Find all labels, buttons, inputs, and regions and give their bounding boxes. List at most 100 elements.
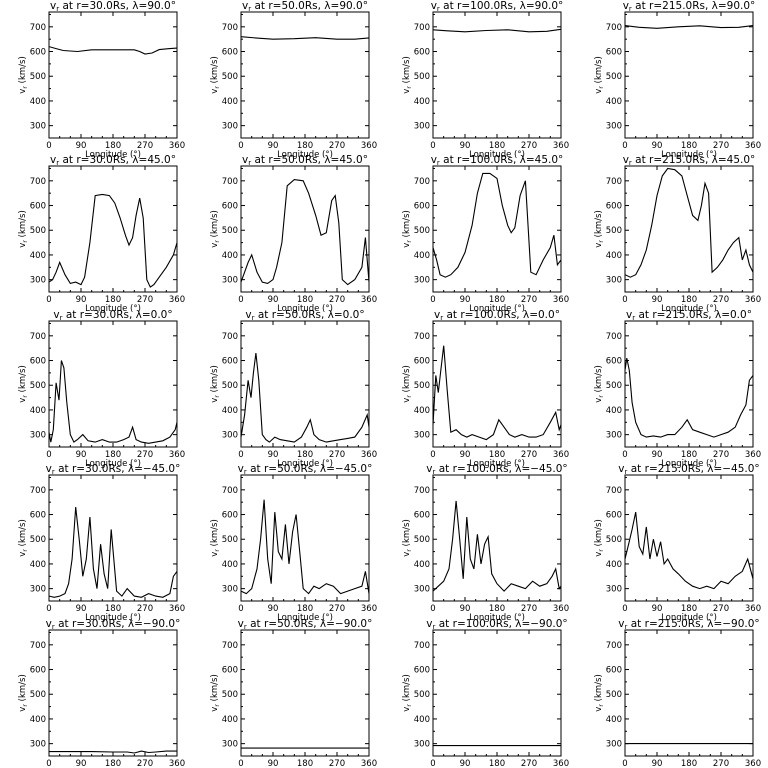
panel-title: vr at r=50.0Rs, λ=90.0°	[242, 0, 368, 13]
panel-title: vr at r=215.0Rs, λ=90.0°	[623, 0, 756, 13]
plot-frame	[48, 320, 178, 448]
x-tick-label: 0	[46, 759, 51, 768]
x-tick-label: 180	[105, 604, 121, 614]
x-tick-label: 90	[460, 295, 471, 305]
y-tick-label: 400	[414, 251, 430, 261]
x-tick-label: 270	[521, 759, 537, 768]
x-tick-label: 360	[169, 759, 185, 768]
panel-19: vr at r=100.0Rs, λ=−90.0° 0 90 180 270 360 300…	[402, 618, 569, 768]
panel-18: vr at r=50.0Rs, λ=−90.0° 0 90 180 270 360 300 4…	[210, 618, 377, 768]
y-tick-label: 300	[414, 740, 430, 750]
x-tick-label: 90	[268, 604, 279, 614]
plot-frame	[624, 11, 754, 139]
plot-frame	[48, 165, 178, 293]
x-tick-label: 180	[489, 141, 505, 151]
x-tick-label: 90	[460, 604, 471, 614]
panel-7: vr at r=100.0Rs, λ=45.0° 0 90 180 270 360 300 4…	[402, 154, 569, 314]
plot-frame	[432, 629, 562, 757]
x-tick-label: 180	[105, 759, 121, 768]
y-axis-label: vr (km/s)	[18, 365, 29, 403]
series-line	[625, 25, 753, 29]
y-tick-label: 400	[414, 406, 430, 416]
y-tick-label: 700	[606, 177, 622, 187]
x-tick-label: 0	[46, 450, 51, 460]
x-tick-label: 360	[361, 450, 377, 460]
y-tick-label: 300	[30, 585, 46, 595]
y-tick-label: 700	[30, 486, 46, 496]
panel-title: vr at r=215.0Rs, λ=−90.0°	[618, 618, 759, 631]
y-tick-label: 700	[414, 641, 430, 651]
plot-frame	[240, 11, 370, 139]
x-axis-label: Longitude (°)	[277, 613, 333, 623]
y-tick-label: 500	[30, 226, 46, 236]
y-tick-label: 400	[606, 251, 622, 261]
x-tick-label: 90	[652, 759, 663, 768]
x-tick-label: 0	[622, 450, 627, 460]
y-tick-label: 400	[414, 715, 430, 725]
y-tick-label: 700	[606, 486, 622, 496]
y-tick-label: 600	[222, 511, 238, 521]
y-tick-label: 400	[222, 251, 238, 261]
y-tick-label: 600	[414, 511, 430, 521]
y-tick-label: 600	[30, 511, 46, 521]
panel-16: vr at r=215.0Rs, λ=−45.0° 0 90 180 270 360 300…	[594, 463, 761, 623]
panel-title: vr at r=50.0Rs, λ=−45.0°	[238, 463, 373, 476]
y-tick-label: 400	[30, 251, 46, 261]
series-line	[49, 750, 177, 754]
plot-frame	[48, 474, 178, 602]
x-tick-label: 270	[521, 295, 537, 305]
plot-frame	[624, 165, 754, 293]
y-axis-label: vr (km/s)	[210, 210, 221, 248]
x-tick-label: 90	[652, 604, 663, 614]
x-axis-label: Longitude (°)	[277, 150, 333, 160]
y-tick-label: 600	[30, 666, 46, 676]
x-tick-label: 270	[137, 295, 153, 305]
x-tick-label: 90	[76, 604, 87, 614]
x-tick-label: 0	[622, 759, 627, 768]
panel-10: vr at r=50.0Rs, λ=0.0° 0 90 180 270 360 300 400…	[210, 309, 377, 469]
panel-6: vr at r=50.0Rs, λ=45.0° 0 90 180 270 360 300 40…	[210, 154, 377, 314]
x-axis-label: Longitude (°)	[85, 613, 141, 623]
x-tick-label: 0	[46, 295, 51, 305]
x-tick-label: 0	[430, 450, 435, 460]
y-tick-label: 600	[606, 666, 622, 676]
y-tick-label: 400	[222, 560, 238, 570]
x-tick-label: 180	[489, 604, 505, 614]
y-tick-label: 400	[30, 560, 46, 570]
y-tick-label: 400	[222, 97, 238, 107]
x-tick-label: 270	[713, 759, 729, 768]
x-axis-label: Longitude (°)	[661, 459, 717, 469]
y-tick-label: 400	[30, 97, 46, 107]
x-tick-label: 360	[169, 604, 185, 614]
x-tick-label: 270	[713, 450, 729, 460]
x-tick-label: 90	[76, 295, 87, 305]
y-axis-label: vr (km/s)	[18, 56, 29, 94]
panel-4: vr at r=215.0Rs, λ=90.0° 0 90 180 270 360 300 4…	[594, 0, 761, 160]
y-tick-label: 600	[414, 357, 430, 367]
y-tick-label: 300	[222, 122, 238, 132]
y-tick-label: 400	[606, 406, 622, 416]
x-tick-label: 0	[622, 604, 627, 614]
x-tick-label: 180	[489, 450, 505, 460]
x-tick-label: 90	[652, 141, 663, 151]
y-tick-label: 300	[222, 740, 238, 750]
series-line	[433, 28, 561, 33]
x-tick-label: 180	[105, 295, 121, 305]
plot-frame	[432, 320, 562, 448]
x-tick-label: 360	[553, 604, 569, 614]
y-tick-label: 600	[606, 357, 622, 367]
y-tick-label: 600	[414, 666, 430, 676]
x-tick-label: 270	[137, 759, 153, 768]
y-tick-label: 500	[222, 72, 238, 82]
series-line	[433, 172, 561, 278]
series-line	[49, 193, 177, 288]
x-tick-label: 360	[553, 141, 569, 151]
y-axis-label: vr (km/s)	[402, 365, 413, 403]
y-tick-label: 500	[606, 381, 622, 391]
y-axis-label: vr (km/s)	[402, 519, 413, 557]
plot-frame	[240, 629, 370, 757]
y-tick-label: 300	[606, 585, 622, 595]
x-tick-label: 180	[681, 604, 697, 614]
x-tick-label: 360	[553, 450, 569, 460]
series-line	[241, 499, 369, 595]
